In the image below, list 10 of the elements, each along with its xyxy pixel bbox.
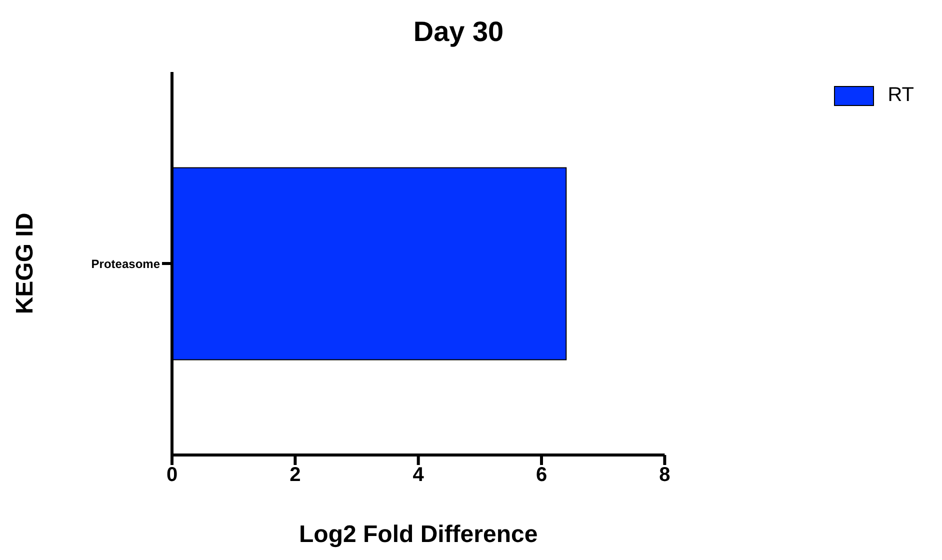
x-tick-label: 0 bbox=[166, 464, 178, 486]
x-tick-label: 8 bbox=[659, 464, 670, 486]
x-axis-title: Log2 Fold Difference bbox=[299, 521, 538, 548]
x-tick-label: 2 bbox=[290, 464, 301, 486]
x-tick-label: 4 bbox=[412, 464, 425, 486]
y-tick-label: Proteasome bbox=[91, 256, 160, 271]
y-axis-title: KEGG ID bbox=[12, 212, 39, 314]
legend-label: RT bbox=[888, 84, 914, 107]
chart-title: Day 30 bbox=[412, 16, 505, 48]
x-tick-label: 6 bbox=[536, 464, 548, 486]
